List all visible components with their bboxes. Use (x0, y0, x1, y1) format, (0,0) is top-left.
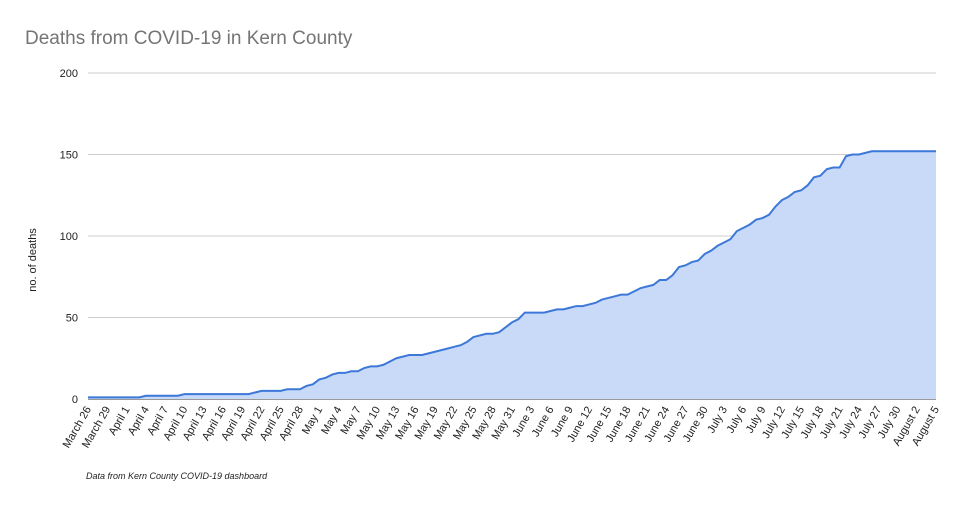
y-tick-label: 100 (60, 231, 78, 243)
y-tick-label: 150 (60, 150, 78, 162)
y-tick-label: 50 (66, 313, 78, 325)
area-fill (88, 151, 936, 399)
footnote: Data from Kern County COVID-19 dashboard (86, 471, 268, 481)
y-axis-title: no. of deaths (27, 228, 39, 292)
y-tick-label: 0 (72, 394, 78, 406)
y-tick-label: 200 (60, 68, 78, 80)
area-line (88, 150, 936, 399)
chart-title: Deaths from COVID-19 in Kern County (25, 28, 353, 49)
